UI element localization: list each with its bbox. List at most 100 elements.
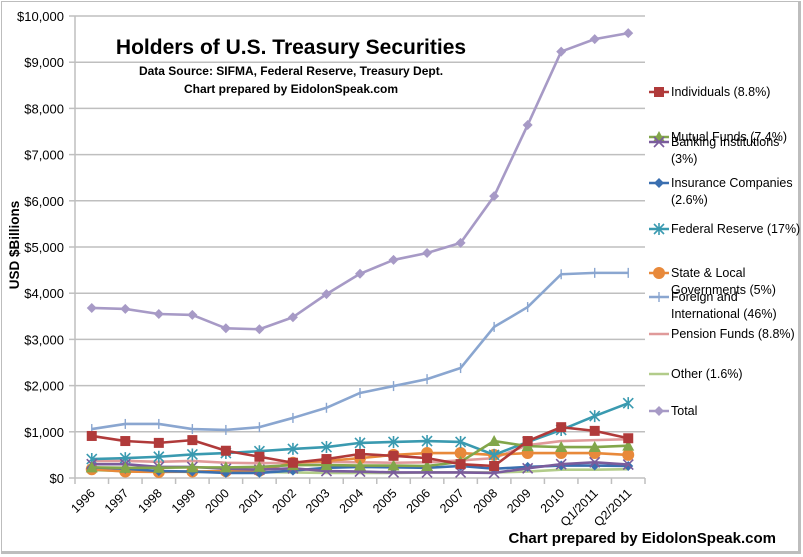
series-lines	[85, 28, 635, 479]
marker-diamond	[388, 254, 399, 265]
marker-diamond	[287, 312, 298, 323]
marker-star	[320, 441, 333, 454]
marker-square	[153, 437, 164, 448]
marker-square	[589, 425, 600, 436]
y-tick-label: $6,000	[24, 194, 64, 209]
legend-item: State & Local Governments (5%)	[649, 266, 776, 297]
marker-diamond	[355, 268, 365, 279]
marker-star	[455, 435, 467, 448]
legend-label: Governments (5%)	[671, 283, 776, 297]
chart-title: Holders of U.S. Treasury Securities	[116, 36, 466, 59]
x-tick-label: 2000	[202, 486, 232, 516]
x-tick-labels: 1996 1997 1998 1999 2000 2001 2002 2003 2004 2005…	[68, 486, 634, 529]
y-tick-label: $4,000	[24, 286, 64, 301]
series-total	[86, 28, 634, 335]
marker-star	[653, 223, 665, 235]
marker-x	[589, 456, 601, 468]
marker-diamond	[489, 191, 500, 202]
legend-item: Total	[649, 404, 697, 418]
marker-circle	[653, 267, 665, 279]
legend-item: Federal Reserve (17%)	[649, 222, 800, 236]
x-tick-label: 2008	[471, 486, 501, 516]
marker-triangle	[622, 439, 635, 451]
marker-star	[421, 435, 433, 448]
legend-label: Individuals (8.8%)	[671, 85, 770, 99]
x-tick-label: 2009	[504, 486, 534, 516]
marker-triangle	[119, 461, 132, 473]
chart-subtitle-source: Data Source: SIFMA, Federal Reserve, Tre…	[139, 64, 443, 78]
marker-triangle	[152, 461, 165, 473]
marker-diamond	[654, 178, 664, 188]
x-tick-label: 2001	[236, 486, 266, 516]
marker-square	[86, 430, 97, 441]
x-tick-label: 2005	[370, 486, 400, 516]
y-tick-label: $1,000	[24, 425, 64, 440]
y-tick-label: $2,000	[24, 379, 64, 394]
chart-subtitle-credit: Chart prepared by EidolonSpeak.com	[184, 82, 398, 96]
marker-square	[388, 450, 399, 461]
marker-diamond	[120, 303, 131, 314]
marker-square	[522, 436, 533, 447]
axes	[69, 15, 646, 484]
legend-item: Insurance Companies (2.6%)	[649, 176, 793, 207]
marker-diamond	[187, 309, 198, 320]
marker-diamond	[455, 237, 466, 248]
marker-square	[489, 460, 500, 471]
legend-label: Insurance Companies	[671, 176, 793, 190]
marker-circle	[622, 448, 635, 461]
marker-triangle	[253, 460, 266, 472]
x-tick-label: 2004	[337, 486, 367, 516]
series-foreign-and-international-46	[91, 267, 629, 435]
marker-square	[556, 422, 567, 433]
series-line	[91, 271, 629, 432]
marker-star	[153, 450, 165, 463]
x-tick-label: 1998	[135, 486, 165, 516]
legend-label: Pension Funds (8.8%)	[671, 327, 795, 341]
y-tick-label: $7,000	[24, 148, 64, 163]
y-tick-label: $8,000	[24, 101, 64, 116]
marker-triangle	[421, 459, 434, 471]
marker-triangle	[320, 459, 333, 471]
marker-star	[622, 397, 634, 410]
legend-label: Other (1.6%)	[671, 367, 743, 381]
marker-square	[455, 459, 466, 470]
x-tick-label: 1999	[169, 486, 199, 516]
chart-footer: Chart prepared by EidolonSpeak.com	[508, 530, 776, 547]
legend-item: Pension Funds (8.8%)	[649, 327, 795, 341]
x-tick-label: 1997	[102, 486, 132, 516]
marker-diamond	[654, 406, 664, 416]
marker-star	[488, 448, 500, 461]
legend: Individuals (8.8%) Mutual Funds (7.4%)Ban…	[649, 85, 800, 418]
series-individuals-8-8	[86, 422, 634, 471]
y-tick-label: $9,000	[24, 55, 64, 70]
marker-star	[287, 442, 299, 455]
marker-square	[623, 433, 634, 444]
marker-diamond	[522, 120, 533, 131]
marker-x	[522, 462, 534, 474]
marker-triangle	[354, 459, 366, 471]
x-tick-label: 2006	[404, 486, 434, 516]
marker-diamond	[556, 46, 567, 57]
gridlines	[75, 15, 645, 433]
marker-star	[186, 448, 198, 461]
marker-triangle	[588, 441, 601, 453]
legend-label: Federal Reserve (17%)	[671, 222, 800, 236]
marker-square	[422, 453, 433, 464]
marker-square	[321, 454, 332, 465]
marker-circle	[454, 447, 467, 460]
y-tick-label: $5,000	[24, 240, 64, 255]
marker-star	[354, 436, 366, 449]
legend-label: (2.6%)	[671, 193, 708, 207]
y-tick-labels: $0 $1,000 $2,000 $3,000 $4,000 $5,000 $6,000 $7…	[17, 9, 64, 486]
legend-item: Other (1.6%)	[649, 367, 743, 381]
legend-label: Total	[671, 404, 697, 418]
marker-square	[187, 435, 198, 446]
marker-square	[254, 451, 265, 462]
x-tick-label: 2010	[538, 486, 568, 516]
x-tick-label: 1996	[68, 486, 98, 516]
y-tick-label: $0	[50, 471, 64, 486]
marker-star	[589, 410, 601, 423]
marker-diamond	[623, 28, 634, 39]
